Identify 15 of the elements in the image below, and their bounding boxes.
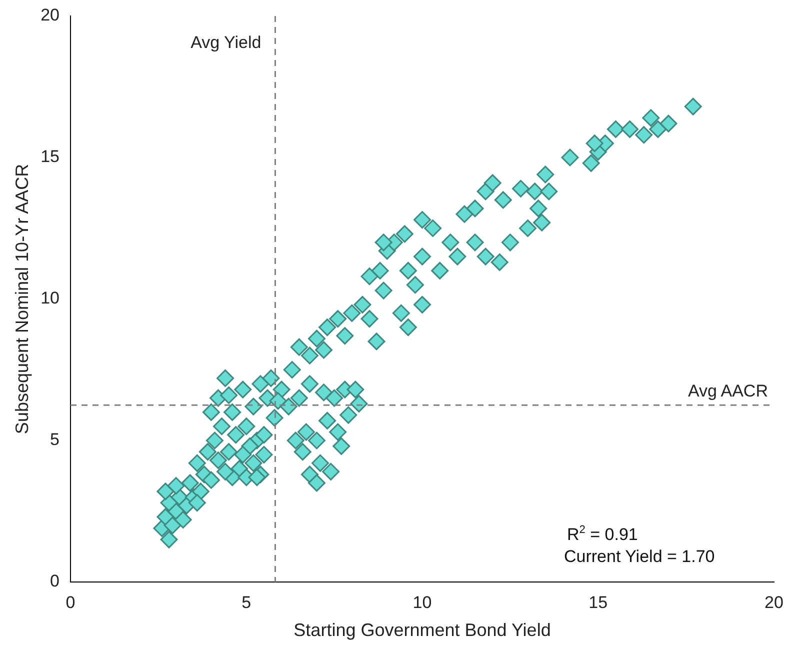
y-tick-label: 10 bbox=[40, 288, 60, 308]
x-tick-label: 15 bbox=[588, 592, 608, 612]
x-tick-label: 0 bbox=[66, 592, 76, 612]
ref-line-label: Avg Yield bbox=[190, 33, 262, 52]
y-tick-label: 5 bbox=[50, 430, 60, 450]
y-tick-label: 20 bbox=[40, 6, 60, 25]
x-tick-label: 5 bbox=[242, 592, 252, 612]
y-tick-label: 0 bbox=[50, 572, 60, 591]
x-tick-label: 20 bbox=[764, 592, 784, 612]
x-tick-label: 10 bbox=[412, 592, 432, 612]
y-axis-title: Subsequent Nominal 10-Yr AACR bbox=[12, 164, 32, 434]
annotation: Current Yield = 1.70 bbox=[564, 547, 715, 566]
ref-line-label: Avg AACR bbox=[688, 381, 768, 400]
x-axis-title: Starting Government Bond Yield bbox=[294, 620, 551, 640]
y-tick-label: 15 bbox=[40, 147, 60, 166]
